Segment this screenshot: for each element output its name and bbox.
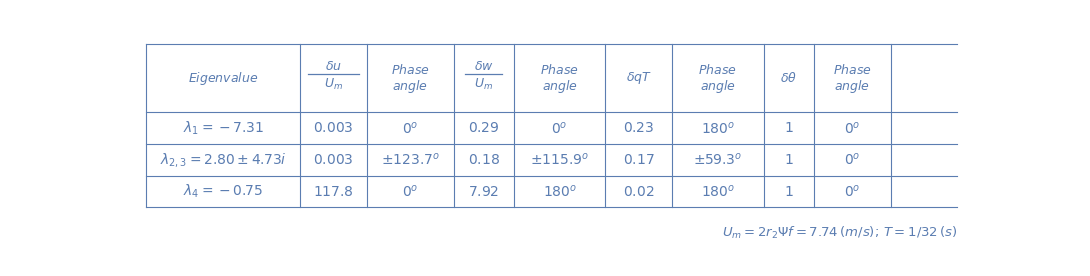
Text: $0^o$: $0^o$ bbox=[552, 120, 568, 136]
Text: $0^o$: $0^o$ bbox=[402, 120, 419, 136]
Text: $0^o$: $0^o$ bbox=[844, 184, 861, 200]
Text: $\lambda_4=-0.75$: $\lambda_4=-0.75$ bbox=[183, 183, 264, 200]
Text: $\mathit{Phase}$: $\mathit{Phase}$ bbox=[699, 63, 737, 77]
Text: $\mathit{Eigenvalue}$: $\mathit{Eigenvalue}$ bbox=[189, 70, 258, 87]
Text: $\pm59.3^o$: $\pm59.3^o$ bbox=[693, 152, 742, 168]
Text: $\lambda_{2,3}=2.80\pm4.73i$: $\lambda_{2,3}=2.80\pm4.73i$ bbox=[160, 151, 287, 169]
Text: $\delta\theta$: $\delta\theta$ bbox=[780, 71, 797, 85]
Text: $180^o$: $180^o$ bbox=[701, 120, 735, 136]
Text: $\mathit{Phase}$: $\mathit{Phase}$ bbox=[391, 63, 429, 77]
Text: $\mathit{angle}$: $\mathit{angle}$ bbox=[834, 78, 871, 95]
Text: $\mathit{Phase}$: $\mathit{Phase}$ bbox=[541, 63, 579, 77]
Text: $U_m$: $U_m$ bbox=[324, 76, 343, 92]
Text: $U_m$: $U_m$ bbox=[474, 76, 494, 92]
Text: $\mathit{angle}$: $\mathit{angle}$ bbox=[700, 78, 736, 95]
Text: $\mathit{Phase}$: $\mathit{Phase}$ bbox=[833, 63, 872, 77]
Text: $\lambda_1=-7.31$: $\lambda_1=-7.31$ bbox=[183, 120, 264, 137]
Text: $0.003$: $0.003$ bbox=[314, 153, 354, 167]
Text: $0.02$: $0.02$ bbox=[622, 185, 654, 198]
Text: $\pm123.7^o$: $\pm123.7^o$ bbox=[380, 152, 440, 168]
Text: $0.003$: $0.003$ bbox=[314, 121, 354, 135]
Text: $180^o$: $180^o$ bbox=[543, 184, 577, 200]
Text: $0^o$: $0^o$ bbox=[402, 184, 419, 200]
Text: $7.92$: $7.92$ bbox=[468, 185, 499, 198]
Text: $\mathit{angle}$: $\mathit{angle}$ bbox=[542, 78, 578, 95]
Text: $0.29$: $0.29$ bbox=[469, 121, 499, 135]
Text: $U_m = 2r_2\Psi f = 7.74\,(m/s);\,T = 1/32\,(s)$: $U_m = 2r_2\Psi f = 7.74\,(m/s);\,T = 1/… bbox=[722, 225, 957, 241]
Text: $0.17$: $0.17$ bbox=[622, 153, 654, 167]
Text: $117.8$: $117.8$ bbox=[314, 185, 354, 198]
Text: $\pm115.9^o$: $\pm115.9^o$ bbox=[530, 152, 589, 168]
Text: $\delta u$: $\delta u$ bbox=[325, 60, 342, 73]
Text: $0^o$: $0^o$ bbox=[844, 120, 861, 136]
Text: $180^o$: $180^o$ bbox=[701, 184, 735, 200]
Text: $0^o$: $0^o$ bbox=[844, 152, 861, 168]
Text: $\delta q T$: $\delta q T$ bbox=[626, 70, 652, 86]
Text: $\delta w$: $\delta w$ bbox=[474, 60, 494, 73]
Text: $1$: $1$ bbox=[784, 185, 794, 198]
Text: $0.18$: $0.18$ bbox=[468, 153, 499, 167]
Text: $0.23$: $0.23$ bbox=[623, 121, 654, 135]
Text: $1$: $1$ bbox=[784, 121, 794, 135]
Text: $1$: $1$ bbox=[784, 153, 794, 167]
Text: $\mathit{angle}$: $\mathit{angle}$ bbox=[392, 78, 428, 95]
